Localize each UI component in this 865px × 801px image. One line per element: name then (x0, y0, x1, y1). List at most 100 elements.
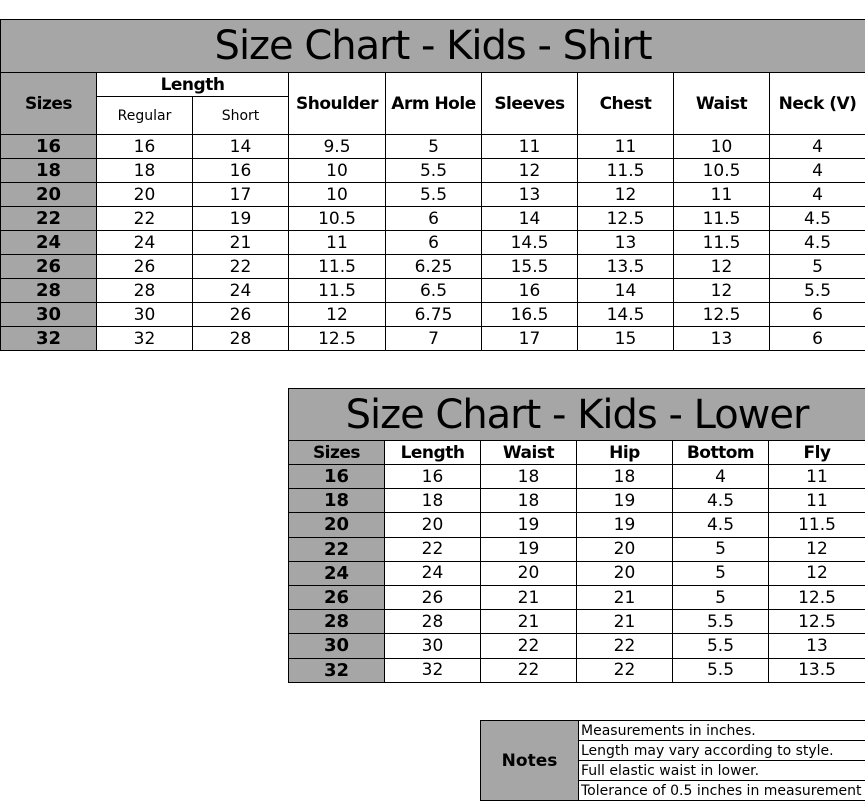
value-cell: 12.5 (768, 609, 865, 635)
table-row: 20 20 19 19 4.5 11.5 (288, 512, 865, 538)
value-cell: 18 (384, 488, 481, 514)
header-short: Short (192, 96, 289, 135)
value-cell: 18 (576, 463, 673, 490)
table-row: 22 22 19 20 5 12 (288, 536, 865, 562)
table-row: 24 24 21 11 6 14.5 13 11.5 4.5 (0, 230, 865, 255)
size-cell: 16 (0, 134, 97, 159)
value-cell: 5.5 (385, 182, 482, 207)
value-cell: 10.5 (673, 158, 770, 183)
table-row: 26 26 21 21 5 12.5 (288, 584, 865, 611)
note-text: Full elastic waist in lower. (578, 760, 865, 781)
value-cell: 10 (288, 158, 386, 183)
notes-table: Notes Measurements in inches. Length may v… (480, 720, 865, 801)
value-cell: 12.5 (288, 326, 386, 351)
value-cell: 14.5 (481, 230, 578, 255)
size-cell: 28 (288, 609, 385, 635)
value-cell: 10.5 (288, 206, 386, 231)
value-cell: 5 (672, 560, 769, 586)
value-cell: 11 (481, 134, 578, 159)
value-cell: 22 (576, 657, 673, 683)
size-cell: 24 (0, 230, 97, 255)
value-cell: 4.5 (672, 512, 769, 538)
value-cell: 24 (96, 230, 193, 255)
value-cell: 6 (385, 230, 482, 255)
value-cell: 13.5 (768, 657, 865, 683)
value-cell: 14 (481, 206, 578, 231)
value-cell: 5.5 (672, 657, 769, 683)
value-cell: 30 (96, 302, 193, 327)
size-cell: 22 (288, 536, 385, 562)
header-sizes: Sizes (0, 72, 97, 135)
value-cell: 16 (96, 134, 193, 159)
value-cell: 14 (577, 278, 674, 303)
value-cell: 7 (385, 326, 482, 351)
value-cell: 22 (384, 536, 481, 562)
value-cell: 9.5 (288, 134, 386, 159)
value-cell: 5.5 (768, 278, 865, 303)
size-cell: 26 (288, 584, 385, 611)
value-cell: 19 (576, 512, 673, 538)
value-cell: 11 (768, 488, 865, 514)
value-cell: 19 (480, 512, 577, 538)
value-cell: 6 (385, 206, 482, 231)
header-regular: Regular (96, 96, 193, 135)
value-cell: 18 (96, 158, 193, 183)
value-cell: 4.5 (768, 230, 865, 255)
value-cell: 26 (192, 302, 289, 327)
note-text: Length may vary according to style. (578, 740, 865, 761)
size-cell: 26 (0, 254, 97, 279)
value-cell: 11.5 (673, 206, 770, 231)
table-row: 20 20 17 10 5.5 13 12 11 4 (0, 182, 865, 207)
value-cell: 5.5 (672, 609, 769, 635)
header-sleeves: Sleeves (481, 72, 578, 135)
table-row: 30 30 26 12 6.75 16.5 14.5 12.5 6 (0, 302, 865, 327)
size-cell: 18 (0, 158, 97, 183)
table-row: 18 18 18 19 4.5 11 (288, 488, 865, 514)
value-cell: 19 (480, 536, 577, 562)
table-row: 30 30 22 22 5.5 13 (288, 633, 865, 659)
value-cell: 11 (288, 230, 386, 255)
shirt-table-title: Size Chart - Kids - Shirt (0, 19, 865, 73)
value-cell: 4.5 (672, 488, 769, 514)
value-cell: 19 (576, 488, 673, 514)
table-row: 28 28 21 21 5.5 12.5 (288, 609, 865, 635)
value-cell: 16 (192, 158, 289, 183)
value-cell: 12 (673, 254, 770, 279)
size-cell: 32 (288, 657, 385, 683)
value-cell: 6.25 (385, 254, 482, 279)
header-neck: Neck (V) (768, 72, 865, 135)
value-cell: 21 (576, 584, 673, 611)
value-cell: 12.5 (768, 584, 865, 611)
value-cell: 12 (481, 158, 578, 183)
size-cell: 24 (288, 560, 385, 586)
value-cell: 22 (192, 254, 289, 279)
value-cell: 11.5 (288, 254, 386, 279)
value-cell: 12 (768, 536, 865, 562)
lower-table-title: Size Chart - Kids - Lower (288, 388, 865, 441)
value-cell: 6 (768, 302, 865, 327)
value-cell: 10 (673, 134, 770, 159)
size-cell: 32 (0, 326, 97, 351)
value-cell: 12.5 (673, 302, 770, 327)
value-cell: 12.5 (577, 206, 674, 231)
value-cell: 5.5 (672, 633, 769, 659)
size-cell: 16 (288, 463, 385, 490)
table-row: 32 32 22 22 5.5 13.5 (288, 657, 865, 683)
note-row: Notes Measurements in inches. (480, 720, 865, 801)
value-cell: 15.5 (481, 254, 578, 279)
value-cell: 6.75 (385, 302, 482, 327)
value-cell: 4 (768, 182, 865, 207)
lower-size-table: Size Chart - Kids - Lower Sizes Length Wai… (288, 388, 865, 683)
value-cell: 5 (672, 536, 769, 562)
value-cell: 12 (577, 182, 674, 207)
value-cell: 22 (480, 657, 577, 683)
value-cell: 11 (577, 134, 674, 159)
header-shoulder: Shoulder (288, 72, 386, 135)
value-cell: 11.5 (288, 278, 386, 303)
header-length: Length (96, 72, 289, 97)
value-cell: 12 (288, 302, 386, 327)
value-cell: 12 (673, 278, 770, 303)
value-cell: 21 (480, 584, 577, 611)
value-cell: 4 (672, 463, 769, 490)
value-cell: 15 (577, 326, 674, 351)
